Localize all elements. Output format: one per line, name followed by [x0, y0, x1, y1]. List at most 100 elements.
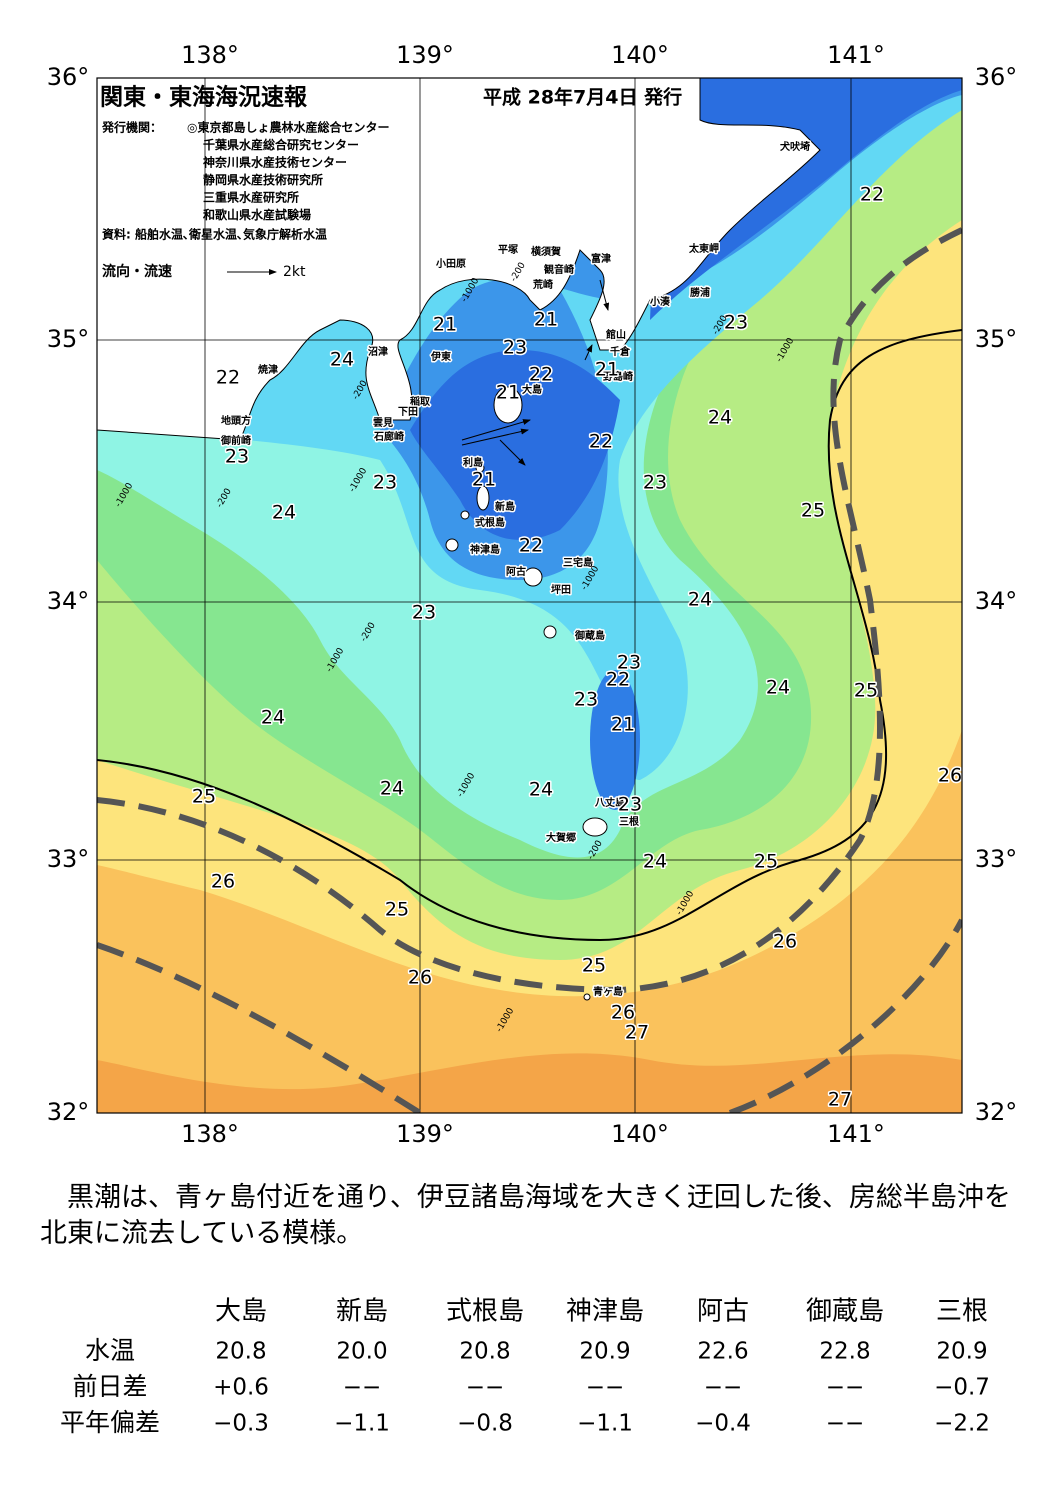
table-cell: 20.8 [459, 1339, 510, 1365]
place-name: 千倉 [610, 345, 631, 358]
place-name: 犬吠埼 [780, 140, 810, 153]
place-name: 坪田 [551, 583, 571, 596]
table-cell: −− [586, 1375, 625, 1401]
publisher: 千葉県水産総合研究センター [203, 137, 359, 152]
isotherm-label: 23 [617, 652, 641, 674]
longitude-label: 141° [827, 41, 885, 69]
place-name: 野島崎 [603, 370, 633, 383]
longitude-label: 140° [611, 1120, 669, 1148]
longitude-label: 139° [396, 41, 454, 69]
isotherm-label: 23 [503, 337, 527, 359]
table-cell: +0.6 [213, 1375, 269, 1401]
isotherm-label: 23 [225, 446, 249, 468]
table-cell: 20.0 [336, 1339, 387, 1365]
map-frame [96, 77, 963, 1114]
publisher: 神奈川県水産技術センター [203, 155, 347, 170]
place-name: 荒崎 [532, 278, 553, 291]
place-name: 三根 [619, 815, 639, 828]
isotherm-label: 22 [519, 535, 543, 557]
isotherm-label: 23 [574, 689, 598, 711]
legend-scale: 2kt [283, 264, 306, 280]
table-cell: 22.8 [819, 1339, 870, 1365]
isotherm-label: 22 [589, 431, 613, 453]
isotherm-label: 24 [380, 778, 404, 800]
table-cell: −− [704, 1375, 743, 1401]
isotherm-label: 26 [938, 765, 962, 787]
row-label: 平年偏差 [60, 1408, 160, 1437]
place-name: 伊東 [430, 350, 451, 363]
isotherm-label: 25 [754, 851, 778, 873]
isotherm-label: 27 [828, 1089, 852, 1111]
isotherm-label: 24 [766, 677, 790, 699]
place-name: 地頭方 [221, 414, 251, 427]
publisher: ◎東京都島しょ農林水産総合センター [187, 120, 389, 135]
table-cell: −2.2 [934, 1411, 990, 1437]
isotherm-label: 23 [724, 312, 748, 334]
table-header: 三根 [936, 1297, 988, 1327]
table-header: 式根島 [446, 1297, 524, 1327]
place-name: 大島 [522, 383, 542, 396]
isotherm-label: 22 [529, 364, 553, 386]
place-name: 新島 [495, 500, 515, 513]
isotherm-label: 22 [606, 669, 630, 691]
longitude-label: 139° [396, 1120, 454, 1148]
latitude-label: 36° [47, 63, 90, 91]
place-name: 平塚 [498, 243, 518, 256]
isotherm-label: 24 [688, 589, 712, 611]
isotherm-label: 23 [373, 472, 397, 494]
place-name: 小湊 [649, 295, 671, 308]
place-name: 下田 [398, 406, 418, 418]
summary: 黒潮は、青ヶ島付近を通り、伊豆諸島海域を大きく迂回した後、房総半島沖を北東に流去… [40, 1182, 1011, 1249]
table-cell: 22.6 [697, 1339, 748, 1365]
isotherm-label: 26 [611, 1002, 635, 1024]
isotherm-label: 26 [408, 967, 432, 989]
place-name: 館山 [605, 328, 626, 341]
table-cell: −0.8 [457, 1411, 513, 1437]
latitude-label: 33° [975, 845, 1018, 873]
table-cell: −− [343, 1375, 382, 1401]
table-cell: −0.7 [934, 1375, 990, 1401]
longitude-label: 138° [181, 41, 239, 69]
table-cell: 20.9 [936, 1339, 987, 1365]
place-name: 式根島 [475, 516, 505, 529]
publisher: 和歌山県水産試験場 [202, 207, 311, 222]
place-name: 利島 [463, 456, 483, 469]
row-label: 前日差 [72, 1372, 147, 1401]
isotherm-label: 25 [801, 500, 825, 522]
isotherm-label: 21 [595, 359, 619, 381]
place-name: 観音崎 [544, 263, 574, 276]
source: 資料: 船舶水温､衛星水温､気象庁解析水温 [102, 227, 327, 242]
place-name: 御前崎 [220, 434, 251, 447]
place-name: 阿古 [506, 565, 526, 578]
isotherm-label: 24 [708, 407, 732, 429]
isotherm-label: 26 [211, 871, 235, 893]
table-header: 新島 [336, 1297, 388, 1327]
table-cell: −0.3 [213, 1411, 269, 1437]
latitude-label: 33° [47, 845, 90, 873]
table-cell: −− [466, 1375, 505, 1401]
isotherm-label: 23 [643, 472, 667, 494]
isotherm-label: 22 [860, 184, 884, 206]
longitude-label: 138° [181, 1120, 239, 1148]
table-cell: −− [826, 1411, 865, 1437]
isotherm-label: 21 [534, 309, 558, 331]
publisher: 三重県水産研究所 [203, 190, 299, 205]
latitude-label: 35° [975, 325, 1018, 353]
isotherm-label: 24 [529, 779, 553, 801]
isotherm-label: 25 [385, 899, 409, 921]
table-cell: 20.8 [215, 1339, 266, 1365]
isotherm-label: 25 [854, 680, 878, 702]
place-name: 勝浦 [690, 286, 710, 299]
table-header: 大島 [215, 1297, 267, 1327]
row-label: 水温 [85, 1336, 135, 1365]
place-name: 富津 [591, 252, 611, 265]
publisher: 静岡県水産技術研究所 [203, 172, 323, 187]
place-name: 焼津 [258, 363, 278, 376]
table-cell: −1.1 [334, 1411, 390, 1437]
latitude-label: 35° [47, 325, 90, 353]
place-name: 神津島 [470, 543, 500, 556]
isotherm-label: 24 [643, 851, 667, 873]
place-name: 横須賀 [531, 245, 561, 258]
